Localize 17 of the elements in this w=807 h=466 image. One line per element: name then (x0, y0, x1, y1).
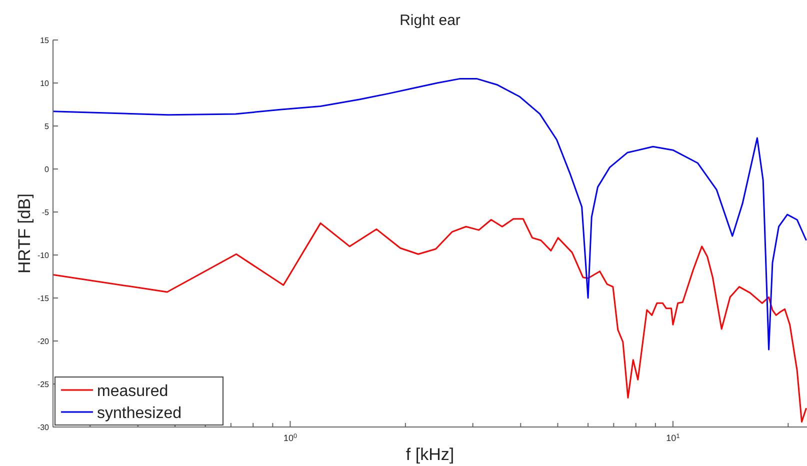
chart-title: Right ear (400, 12, 460, 29)
y-axis-title: HRTF [dB] (15, 194, 34, 274)
y-tick-label: -25 (37, 380, 50, 389)
y-tick-label: -15 (37, 294, 50, 303)
x-tick-label: 10$^{1}$ (666, 432, 680, 443)
y-tick-label: 5 (44, 122, 50, 131)
y-tick-label: -20 (37, 337, 50, 346)
y-tick-label: 0 (44, 165, 50, 174)
y-tick-label: -10 (37, 251, 50, 260)
x-tick-label: 10$^{0}$ (283, 432, 298, 443)
legend-label: synthesized (97, 405, 182, 422)
y-tick-label: -30 (37, 423, 50, 432)
legend-label: measured (97, 383, 168, 400)
x-axis-title: f [kHz] (406, 445, 454, 464)
y-tick-label: 10 (40, 79, 50, 88)
y-tick-label: 15 (40, 36, 50, 45)
y-tick-label: -5 (42, 208, 50, 217)
